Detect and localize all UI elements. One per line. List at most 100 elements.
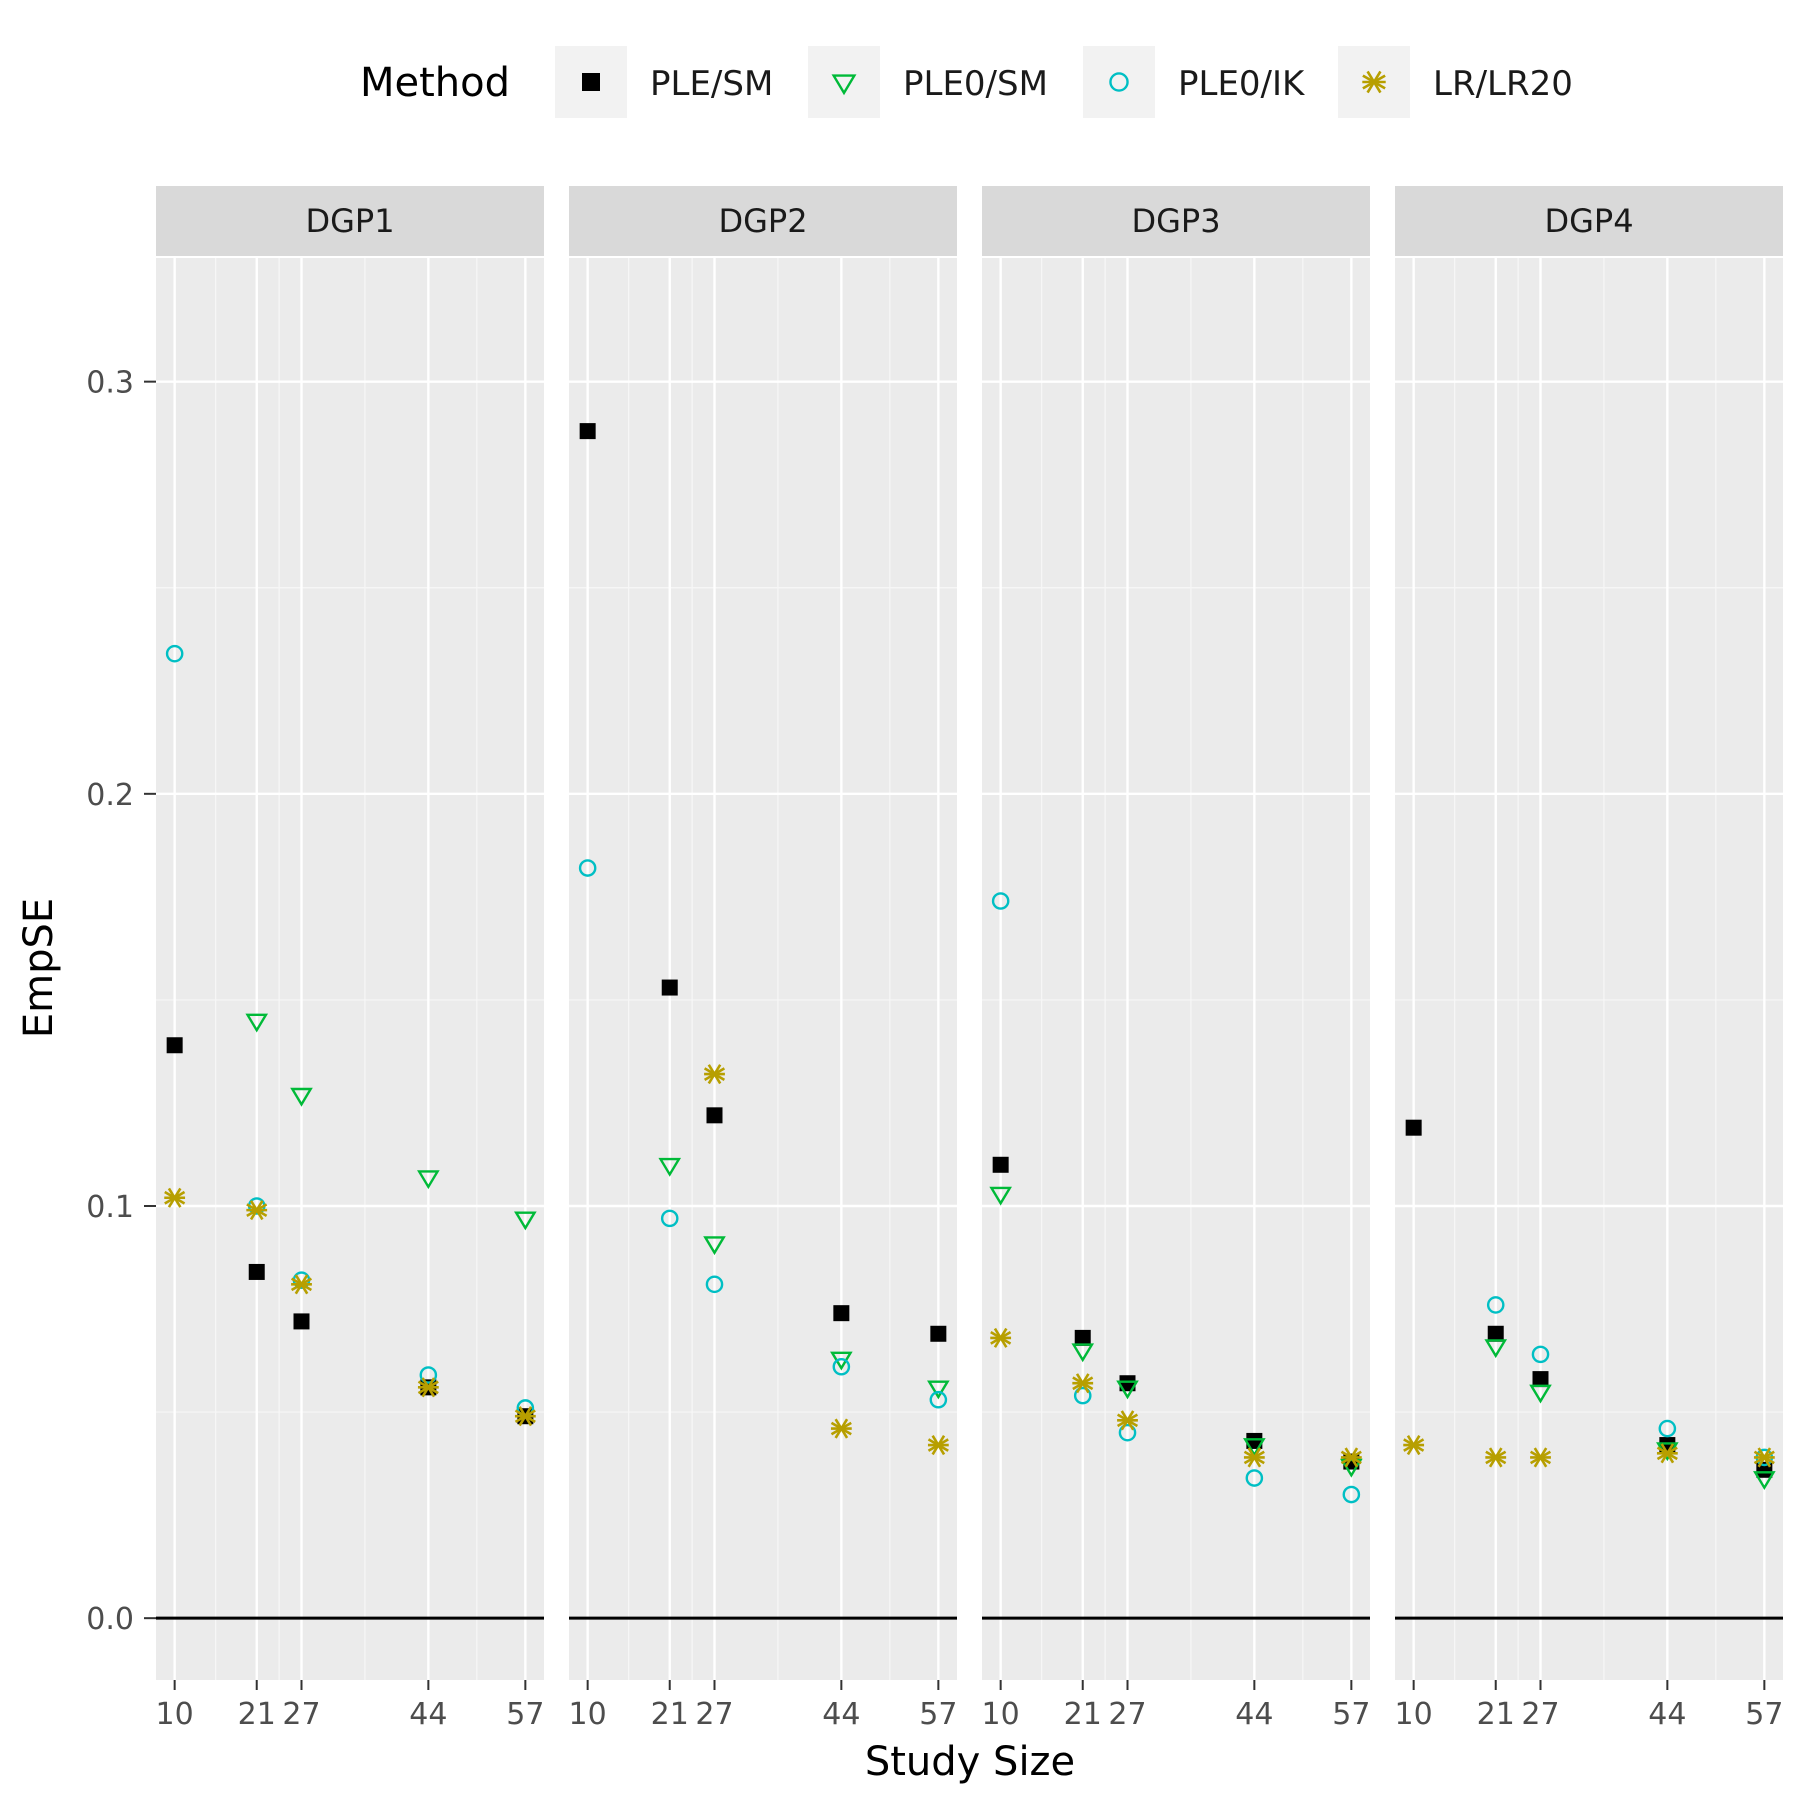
point-dgp4-lr-lr20 <box>1753 1447 1775 1468</box>
facet-strip <box>156 186 544 256</box>
y-tick-label: 0.3 <box>86 366 134 401</box>
x-tick-label: 10 <box>982 1697 1020 1732</box>
point-dgp1-ple0-sm <box>290 1087 313 1107</box>
y-tick-label: 0.1 <box>86 1190 134 1225</box>
panel-dgp1: DGP1 10 21 27 44 57 <box>156 186 544 1732</box>
point-dgp3-ple0-ik <box>1073 1386 1092 1405</box>
point-dgp3-ple-sm <box>1119 1375 1136 1392</box>
point-dgp2-ple0-ik <box>929 1390 948 1409</box>
legend-label-ple-sm: PLE/SM <box>650 64 773 104</box>
point-dgp1-lr-lr20 <box>164 1187 186 1208</box>
point-dgp4-lr-lr20 <box>1656 1443 1678 1464</box>
x-tick-label: 10 <box>569 1697 607 1732</box>
point-dgp4-ple0-sm <box>1753 1471 1776 1491</box>
point-dgp3-ple0-ik <box>1118 1423 1137 1442</box>
point-dgp4-ple0-ik <box>1486 1296 1505 1314</box>
legend-key-ple0-sm <box>808 46 880 118</box>
point-dgp2-ple0-ik <box>660 1209 679 1228</box>
point-dgp1-lr-lr20 <box>246 1200 268 1221</box>
legend-label-ple0-ik: PLE0/IK <box>1178 64 1306 104</box>
point-dgp4-ple-sm <box>1487 1325 1504 1342</box>
facet-strip <box>569 186 957 256</box>
point-dgp2-ple-sm <box>706 1107 723 1124</box>
point-dgp4-lr-lr20 <box>1485 1447 1507 1468</box>
legend-marker-lr-lr20 <box>1362 70 1386 94</box>
point-dgp2-lr-lr20 <box>830 1418 852 1439</box>
x-tick-label: 44 <box>1235 1697 1273 1732</box>
point-dgp1-ple0-sm <box>417 1170 440 1190</box>
facet-strip-label: DGP1 <box>305 202 394 240</box>
x-tick-label: 21 <box>1477 1697 1515 1732</box>
x-tick-label: 27 <box>1108 1697 1146 1732</box>
point-dgp3-ple0-sm <box>1243 1438 1266 1458</box>
x-tick-label: 44 <box>1648 1697 1686 1732</box>
point-dgp3-ple0-sm <box>1340 1458 1363 1478</box>
point-dgp1-ple0-sm <box>245 1013 269 1033</box>
point-dgp1-lr-lr20 <box>417 1377 439 1398</box>
point-dgp4-ple-sm <box>1532 1371 1549 1388</box>
y-tick-label: 0.2 <box>86 778 134 813</box>
point-dgp1-ple-sm <box>293 1313 310 1330</box>
x-tick-label: 10 <box>156 1697 194 1732</box>
x-tick-label: 27 <box>282 1697 320 1732</box>
point-dgp1-lr-lr20 <box>290 1274 313 1295</box>
facet-strip-label: DGP2 <box>718 202 807 240</box>
point-dgp3-ple-sm <box>992 1156 1009 1173</box>
point-dgp3-ple0-ik <box>991 892 1010 910</box>
point-dgp2-ple0-ik <box>578 859 597 877</box>
x-tick-label: 57 <box>506 1697 544 1732</box>
legend-marker-ple0-ik <box>1109 72 1129 92</box>
legend-marker-ple0-sm <box>831 74 857 96</box>
point-dgp3-ple-sm <box>1074 1329 1091 1346</box>
facet-strip <box>1395 186 1783 256</box>
point-dgp2-ple-sm <box>661 979 678 996</box>
x-tick-label: 10 <box>1395 1697 1433 1732</box>
point-dgp4-ple0-ik <box>1531 1345 1550 1364</box>
legend-key-ple0-ik <box>1083 46 1155 118</box>
panel-background <box>569 258 957 1680</box>
y-axis-title: EmpSE <box>16 898 62 1038</box>
point-dgp2-ple0-ik <box>832 1357 851 1376</box>
facet-strip-label: DGP3 <box>1131 202 1220 240</box>
point-dgp2-ple0-sm <box>703 1236 726 1256</box>
point-dgp3-ple0-ik <box>1245 1469 1264 1487</box>
point-dgp2-ple0-sm <box>658 1157 682 1177</box>
x-tick-label: 57 <box>919 1697 957 1732</box>
point-dgp2-ple-sm <box>833 1305 850 1322</box>
legend: Method PLE/SM PLE0/SM PLE0/IK LR/LR20 <box>360 46 1573 118</box>
point-dgp1-lr-lr20 <box>514 1406 536 1427</box>
point-dgp3-ple0-ik <box>1342 1485 1361 1504</box>
point-dgp4-lr-lr20 <box>1529 1447 1552 1468</box>
y-axis: 0.0 0.1 0.2 0.3 <box>86 366 156 1637</box>
legend-title: Method <box>360 60 510 106</box>
point-dgp2-lr-lr20 <box>927 1435 949 1456</box>
x-tick-label: 57 <box>1745 1697 1783 1732</box>
x-tick-label: 27 <box>695 1697 733 1732</box>
point-dgp1-ple-sm <box>248 1263 265 1280</box>
x-tick-label: 27 <box>1521 1697 1559 1732</box>
point-dgp4-ple0-ik <box>1658 1419 1677 1438</box>
panel-dgp4: DGP4 10 21 27 44 57 <box>1395 186 1783 1732</box>
point-dgp1-ple0-ik <box>419 1366 438 1384</box>
point-dgp3-ple0-sm <box>1116 1380 1139 1400</box>
point-dgp3-ple0-sm <box>989 1186 1012 1206</box>
point-dgp1-ple0-ik <box>165 644 184 663</box>
point-dgp3-lr-lr20 <box>1340 1447 1362 1468</box>
facet-strip <box>982 186 1370 256</box>
point-dgp3-ple-sm <box>1246 1432 1263 1449</box>
panel-background <box>156 258 544 1680</box>
x-tick-label: 21 <box>651 1697 689 1732</box>
legend-label-lr-lr20: LR/LR20 <box>1433 64 1573 104</box>
point-dgp3-lr-lr20 <box>1116 1410 1139 1431</box>
point-dgp2-ple0-sm <box>927 1380 950 1400</box>
legend-label-ple0-sm: PLE0/SM <box>903 64 1048 104</box>
x-axis-title: Study Size <box>865 1739 1075 1785</box>
point-dgp4-ple0-sm <box>1484 1339 1508 1359</box>
x-tick-label: 57 <box>1332 1697 1370 1732</box>
facet-strip-label: DGP4 <box>1544 202 1633 240</box>
panel-dgp2: DGP2 10 21 27 44 57 <box>569 186 957 1732</box>
point-dgp3-lr-lr20 <box>1072 1373 1094 1394</box>
point-dgp3-lr-lr20 <box>1243 1447 1265 1468</box>
